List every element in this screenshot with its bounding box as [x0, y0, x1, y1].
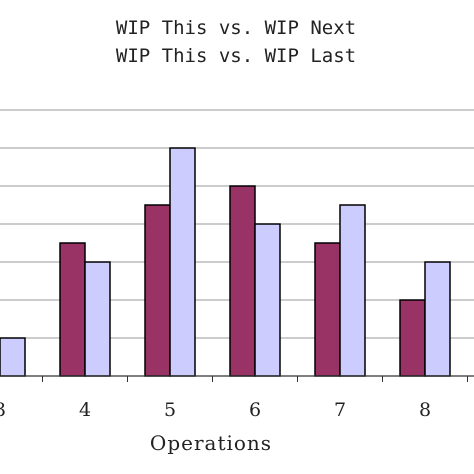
x-tick-label: 5	[164, 399, 176, 421]
chart-title-line-2: WIP This vs. WIP Last	[116, 45, 356, 67]
x-tick-label: 4	[79, 399, 91, 421]
bar-series-1-cat-6	[229, 185, 256, 377]
x-ticks	[42, 376, 468, 382]
x-tick-labels: 3 4 5 6 7 8	[0, 399, 431, 421]
chart-title-line-1: WIP This vs. WIP Next	[116, 17, 356, 39]
bar-series-1-cat-5	[144, 204, 171, 377]
bar-series-2-cat-5	[169, 147, 196, 377]
bar-series-2-cat-4	[84, 261, 111, 377]
bar-series-2-cat-3	[0, 337, 26, 377]
x-tick-label: 3	[0, 399, 6, 421]
x-tick-label: 6	[249, 399, 261, 421]
bar-series-2-cat-8	[424, 261, 451, 377]
x-axis-title: Operations	[150, 431, 272, 455]
x-tick-label: 8	[419, 399, 431, 421]
bar-series-1-cat-8	[399, 299, 426, 377]
bar-series-1-cat-4	[59, 242, 86, 377]
bar-series-1-cat-7	[314, 242, 341, 377]
bar-series-2-cat-6	[254, 223, 281, 377]
x-tick-label: 7	[334, 399, 346, 421]
bars	[0, 147, 451, 377]
bar-series-2-cat-7	[339, 204, 366, 377]
